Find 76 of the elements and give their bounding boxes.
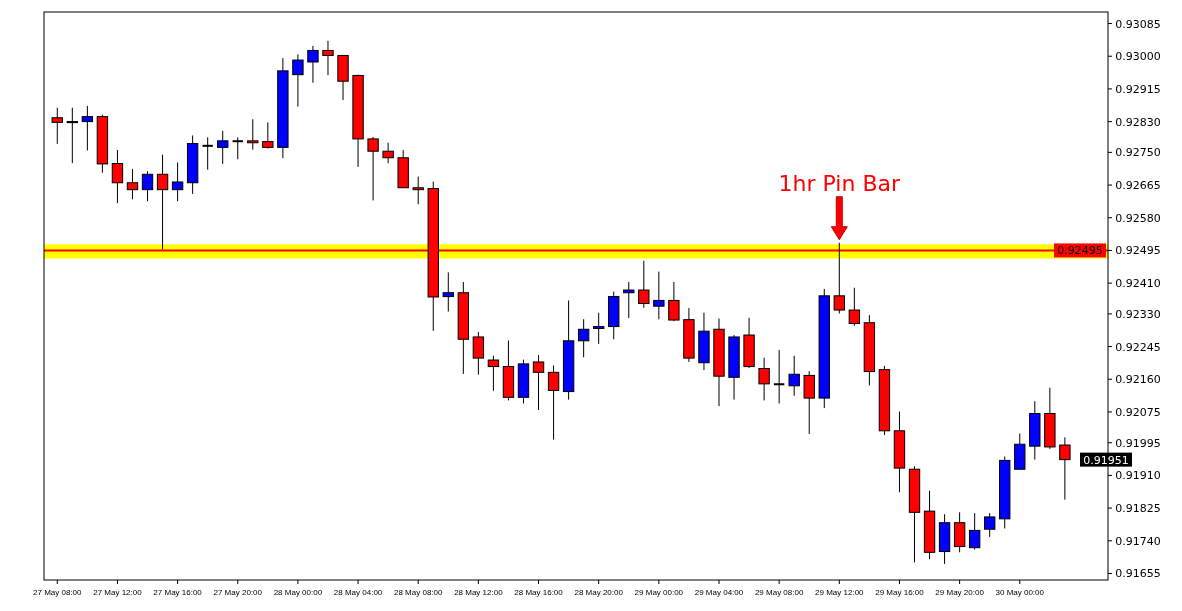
candlestick xyxy=(577,318,590,358)
x-tick-label: 29 May 16:00 xyxy=(875,588,925,597)
x-tick-label: 27 May 20:00 xyxy=(213,588,263,597)
y-tick-label: 0.92665 xyxy=(1115,179,1161,193)
y-tick-label: 0.92410 xyxy=(1115,277,1161,291)
ref-line-label: 0.92495 xyxy=(1057,244,1103,258)
x-tick-label: 28 May 04:00 xyxy=(333,588,383,597)
candlestick xyxy=(382,142,394,164)
candlestick xyxy=(262,121,274,150)
x-tick-label: 29 May 08:00 xyxy=(754,588,804,597)
candlestick xyxy=(472,331,485,376)
candlestick xyxy=(487,355,500,392)
x-tick-label: 28 May 20:00 xyxy=(574,588,624,597)
x-tick-label: 29 May 20:00 xyxy=(935,588,985,597)
x-tick-label: 30 May 00:00 xyxy=(995,588,1045,597)
candlestick xyxy=(668,281,680,322)
y-tick-label: 0.92245 xyxy=(1115,340,1161,354)
x-tick-label: 29 May 00:00 xyxy=(634,588,684,597)
candlestick xyxy=(848,287,861,327)
y-tick-label: 0.91655 xyxy=(1115,567,1161,581)
candlestick xyxy=(292,53,304,108)
candlestick xyxy=(66,107,79,164)
candlestick xyxy=(1059,436,1071,501)
candlestick xyxy=(171,161,184,202)
candlestick xyxy=(638,260,650,309)
y-tick-label: 0.92580 xyxy=(1115,211,1161,225)
y-tick-label: 0.92330 xyxy=(1115,307,1161,321)
candlestick xyxy=(984,512,996,538)
y-tick-label: 0.92075 xyxy=(1115,405,1161,419)
x-tick-label: 27 May 08:00 xyxy=(33,588,83,597)
annotation: 0.91951 xyxy=(1083,453,1129,467)
candlestick xyxy=(532,354,545,411)
candlestick xyxy=(367,136,379,201)
x-tick-label: 28 May 08:00 xyxy=(393,588,443,597)
y-tick-label: 0.92495 xyxy=(1115,244,1161,258)
y-tick-label: 0.91995 xyxy=(1115,436,1161,450)
x-tick-label: 29 May 12:00 xyxy=(815,588,865,597)
y-tick-label: 0.93085 xyxy=(1115,17,1161,31)
x-tick-label: 27 May 16:00 xyxy=(153,588,203,597)
candlestick xyxy=(758,357,770,401)
candlestick xyxy=(772,349,786,404)
candlestick xyxy=(412,176,424,205)
candlestick xyxy=(231,136,244,160)
candlestick xyxy=(953,511,966,553)
x-tick-label: 28 May 00:00 xyxy=(273,588,323,597)
x-tick-label: 29 May 04:00 xyxy=(694,588,744,597)
x-tick-label: 28 May 16:00 xyxy=(514,588,564,597)
candlestick xyxy=(307,45,319,84)
x-tick-label: 28 May 12:00 xyxy=(454,588,504,597)
candlestick xyxy=(126,168,139,200)
y-tick-label: 0.91740 xyxy=(1115,534,1161,548)
y-tick-label: 0.93000 xyxy=(1115,50,1161,64)
candlestick xyxy=(247,118,259,151)
candlestick xyxy=(81,105,94,151)
candlestick xyxy=(201,136,214,171)
candlestick xyxy=(968,512,981,551)
candlestick xyxy=(51,107,63,145)
y-tick-label: 0.92750 xyxy=(1115,146,1161,160)
candlestick xyxy=(623,281,635,319)
y-tick-label: 0.91910 xyxy=(1115,469,1161,483)
y-tick-label: 0.92915 xyxy=(1115,82,1161,96)
candlestick xyxy=(547,364,560,441)
candlestick xyxy=(442,271,454,313)
candlestick xyxy=(217,130,229,165)
y-tick-label: 0.92160 xyxy=(1115,373,1161,387)
candlestick xyxy=(803,370,815,435)
candlestick xyxy=(322,40,334,76)
candlestick xyxy=(593,312,605,345)
candlestick xyxy=(111,149,124,204)
annotation: 1hr Pin Bar xyxy=(778,170,901,196)
candlestick xyxy=(788,355,800,397)
y-tick-label: 0.92830 xyxy=(1115,115,1161,129)
candlestick xyxy=(141,170,154,202)
y-tick-label: 0.91825 xyxy=(1115,502,1161,516)
candlestick xyxy=(653,271,665,320)
x-tick-label: 27 May 12:00 xyxy=(93,588,143,597)
